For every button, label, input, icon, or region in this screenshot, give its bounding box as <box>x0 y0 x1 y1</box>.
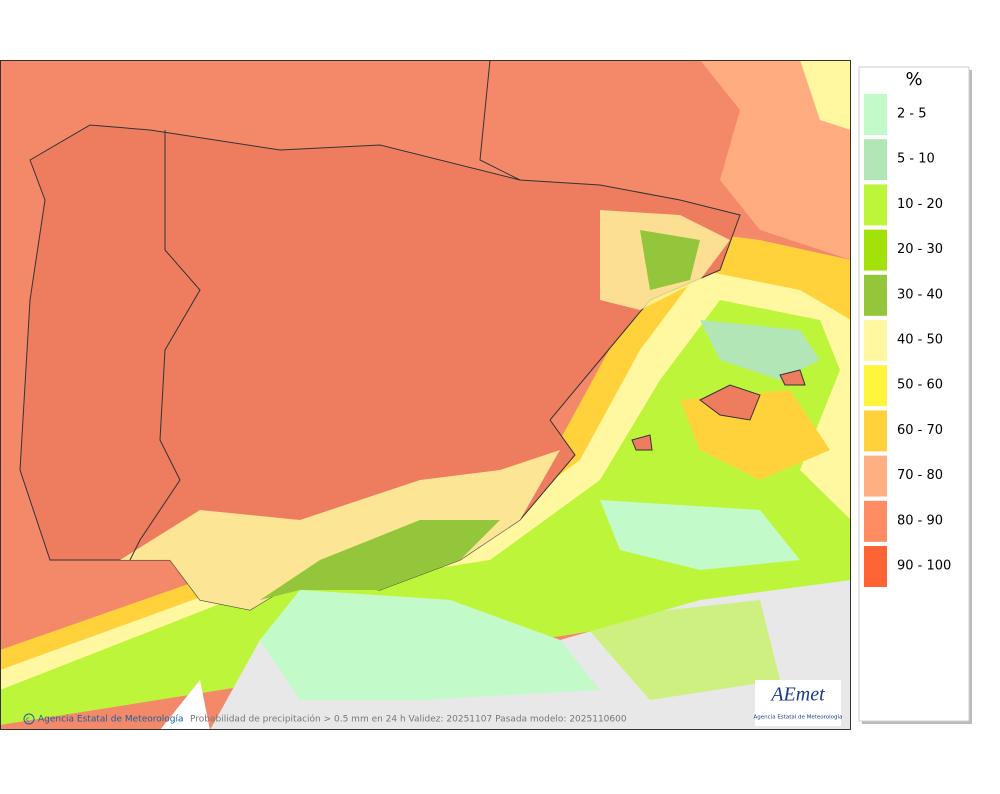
legend-swatch <box>864 365 887 407</box>
map: c Agencia Estatal de Meteorología Probab… <box>0 59 851 730</box>
sea-band <box>700 60 851 260</box>
legend-swatch <box>864 546 887 587</box>
legend: % 2 - 5 5 - 10 10 - 20 20 - 30 30 - 40 40 - 5… <box>858 66 972 724</box>
legend-swatch <box>864 94 887 135</box>
legend-swatch <box>864 184 887 226</box>
legend-label: 50 - 60 <box>897 378 943 393</box>
island <box>779 369 806 386</box>
legend-swatch <box>864 139 887 181</box>
copyright-c: c <box>26 716 30 724</box>
sea-patch <box>580 600 780 700</box>
land-patch <box>160 680 210 730</box>
legend-swatch <box>864 274 887 316</box>
legend-label: 40 - 50 <box>897 333 943 348</box>
legend-label: 10 - 20 <box>897 197 943 212</box>
iberian-peninsula <box>19 124 741 611</box>
caption: Probabilidad de precipitación > 0.5 mm e… <box>190 714 627 725</box>
sea-patch <box>260 590 600 700</box>
legend-label: 20 - 30 <box>897 242 943 257</box>
sea-patch <box>600 500 800 570</box>
map-frame <box>0 60 851 730</box>
legend-label: 2 - 5 <box>897 107 927 122</box>
legend-swatch <box>864 455 887 497</box>
legend-label: 30 - 40 <box>897 287 943 302</box>
legend-label: 90 - 100 <box>897 559 951 574</box>
island <box>699 384 761 421</box>
island <box>631 434 653 451</box>
logo-box <box>755 680 841 726</box>
land-band <box>260 520 500 600</box>
credit: Agencia Estatal de Meteorología <box>38 715 184 725</box>
legend-title: % <box>905 69 922 90</box>
logo-subtitle: Agencia Estatal de Meteorología <box>754 714 843 721</box>
legend-label: 60 - 70 <box>897 423 943 438</box>
legend-swatch <box>864 500 887 542</box>
logo-name: AEmet <box>769 684 825 706</box>
border <box>129 130 201 561</box>
copyright-icon <box>23 713 35 725</box>
legend-label: 5 - 10 <box>897 152 935 167</box>
legend-swatch <box>864 320 887 361</box>
sea-band <box>800 60 851 130</box>
legend-swatch <box>864 410 887 452</box>
legend-swatch <box>864 229 887 271</box>
coast <box>479 59 521 181</box>
sea-patch <box>700 320 820 380</box>
land-band <box>640 230 700 290</box>
legend-label: 70 - 80 <box>897 468 943 483</box>
land-band <box>120 450 560 610</box>
legend-label: 80 - 90 <box>897 513 943 528</box>
